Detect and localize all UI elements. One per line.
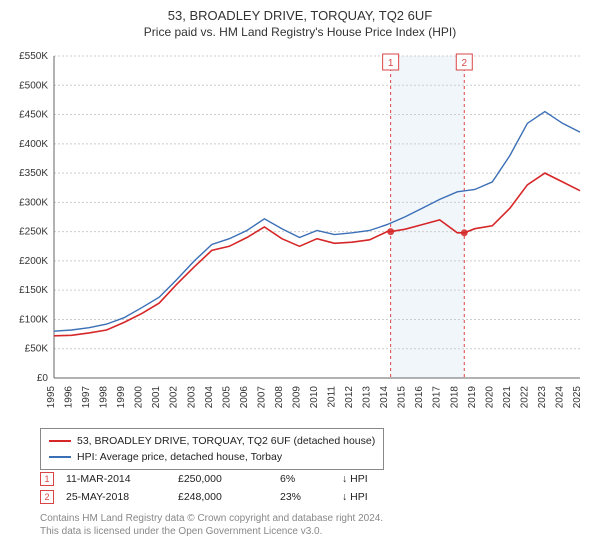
chart-subtitle: Price paid vs. HM Land Registry's House … <box>0 23 600 45</box>
xtick-label: 2019 <box>467 386 478 409</box>
transaction-delta: 23% <box>280 491 330 503</box>
legend-swatch <box>49 456 71 458</box>
legend-swatch <box>49 440 71 442</box>
transactions-table: 1 11-MAR-2014 £250,000 6% ↓ HPI 2 25-MAY-2018 £… <box>40 470 402 506</box>
series-hpi <box>54 112 580 332</box>
xtick-label: 2008 <box>274 386 285 409</box>
transaction-marker: 2 <box>40 490 54 504</box>
xtick-label: 2004 <box>204 386 215 409</box>
xtick-label: 1999 <box>116 386 127 409</box>
ytick-label: £300K <box>19 197 48 208</box>
transaction-direction: ↓ HPI <box>342 473 402 485</box>
xtick-label: 2005 <box>221 386 232 409</box>
transaction-price: £248,000 <box>178 491 268 503</box>
xtick-label: 2018 <box>449 386 460 409</box>
xtick-label: 2003 <box>186 386 197 409</box>
marker-id: 2 <box>461 58 467 69</box>
transaction-marker: 1 <box>40 472 54 486</box>
xtick-label: 2006 <box>239 386 250 409</box>
xtick-label: 2007 <box>256 386 267 409</box>
xtick-label: 2000 <box>134 386 145 409</box>
ytick-label: £150K <box>19 285 48 296</box>
xtick-label: 1995 <box>46 386 57 409</box>
footer-line-1: Contains HM Land Registry data © Crown c… <box>40 512 383 525</box>
xtick-label: 2025 <box>572 386 583 409</box>
series-price_paid <box>54 173 580 336</box>
ytick-label: £250K <box>19 227 48 238</box>
xtick-label: 2017 <box>432 386 443 409</box>
ytick-label: £200K <box>19 256 48 267</box>
xtick-label: 1998 <box>99 386 110 409</box>
ytick-label: £50K <box>25 344 49 355</box>
xtick-label: 2023 <box>537 386 548 409</box>
xtick-label: 2009 <box>291 386 302 409</box>
ytick-label: £500K <box>19 80 48 91</box>
footer-line-2: This data is licensed under the Open Gov… <box>40 525 383 538</box>
xtick-label: 2013 <box>362 386 373 409</box>
xtick-label: 2010 <box>309 386 320 409</box>
transaction-date: 25-MAY-2018 <box>66 491 166 503</box>
xtick-label: 2020 <box>484 386 495 409</box>
chart-container: 53, BROADLEY DRIVE, TORQUAY, TQ2 6UF Pri… <box>0 0 600 560</box>
ytick-label: £550K <box>19 51 48 62</box>
footer-attribution: Contains HM Land Registry data © Crown c… <box>40 512 383 538</box>
xtick-label: 2022 <box>519 386 530 409</box>
transaction-delta: 6% <box>280 473 330 485</box>
transaction-price: £250,000 <box>178 473 268 485</box>
ytick-label: £450K <box>19 110 48 121</box>
legend-row: HPI: Average price, detached house, Torb… <box>49 449 375 465</box>
ytick-label: £400K <box>19 139 48 150</box>
legend-label: HPI: Average price, detached house, Torb… <box>77 451 282 463</box>
xtick-label: 2014 <box>379 386 390 409</box>
chart-plot-area: £0 £50K £100K £150K £200K £250K £300K £350K £400… <box>8 48 588 418</box>
xtick-label: 2015 <box>397 386 408 409</box>
xtick-label: 2021 <box>502 386 513 409</box>
legend: 53, BROADLEY DRIVE, TORQUAY, TQ2 6UF (de… <box>40 428 384 470</box>
chart-svg: £0 £50K £100K £150K £200K £250K £300K £350K £400… <box>8 48 588 418</box>
legend-row: 53, BROADLEY DRIVE, TORQUAY, TQ2 6UF (de… <box>49 433 375 449</box>
xtick-label: 2002 <box>169 386 180 409</box>
xtick-label: 2011 <box>327 386 338 408</box>
highlight-band <box>391 56 465 378</box>
marker-id: 1 <box>388 58 394 69</box>
transaction-row: 1 11-MAR-2014 £250,000 6% ↓ HPI <box>40 470 402 488</box>
transaction-date: 11-MAR-2014 <box>66 473 166 485</box>
ytick-label: £0 <box>37 373 49 384</box>
transaction-direction: ↓ HPI <box>342 491 402 503</box>
xtick-label: 2016 <box>414 386 425 409</box>
ytick-label: £350K <box>19 168 48 179</box>
xtick-label: 1996 <box>64 386 75 409</box>
xtick-label: 1997 <box>81 386 92 409</box>
xtick-label: 2012 <box>344 386 355 409</box>
transaction-row: 2 25-MAY-2018 £248,000 23% ↓ HPI <box>40 488 402 506</box>
ytick-label: £100K <box>19 314 48 325</box>
xtick-label: 2001 <box>151 386 162 409</box>
xtick-label: 2024 <box>554 386 565 409</box>
legend-label: 53, BROADLEY DRIVE, TORQUAY, TQ2 6UF (de… <box>77 435 375 447</box>
chart-title: 53, BROADLEY DRIVE, TORQUAY, TQ2 6UF <box>0 0 600 23</box>
